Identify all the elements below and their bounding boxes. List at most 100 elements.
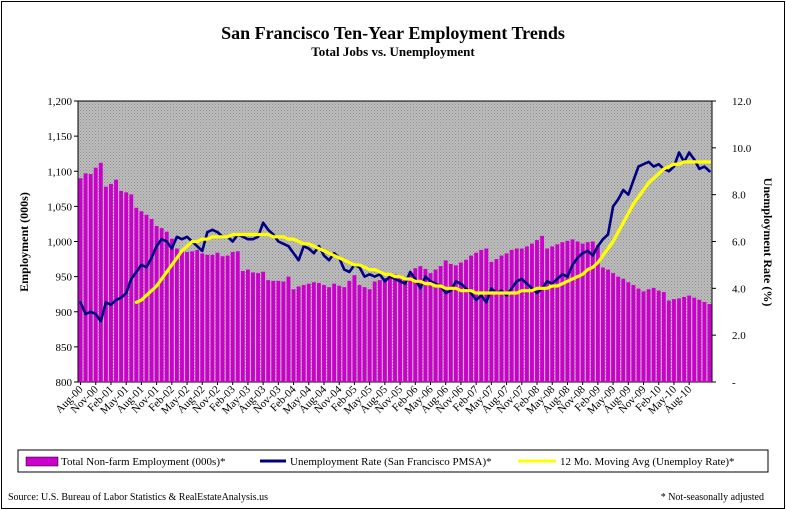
employment-bar xyxy=(626,282,631,382)
employment-bar xyxy=(616,276,621,383)
adjustment-note: * Not-seasonally adjusted xyxy=(661,492,764,503)
employment-bar xyxy=(565,240,570,382)
employment-bar xyxy=(83,173,88,382)
y2-axis-label: Unemployment Rate (%) xyxy=(761,178,775,307)
employment-bar xyxy=(682,297,687,382)
employment-bar xyxy=(677,298,681,382)
employment-bar xyxy=(580,243,585,382)
employment-bar xyxy=(550,246,555,382)
employment-bar xyxy=(230,252,235,382)
employment-bar xyxy=(215,252,220,382)
employment-bar xyxy=(479,249,484,382)
employment-bar xyxy=(119,190,124,382)
right-tick-label: 12.0 xyxy=(732,96,752,108)
employment-bar xyxy=(687,295,692,382)
employment-bar xyxy=(154,226,159,382)
employment-bar xyxy=(601,267,605,382)
employment-bar xyxy=(377,280,382,382)
employment-bar xyxy=(169,238,174,382)
left-tick-label: 900 xyxy=(56,307,73,319)
employment-bar xyxy=(281,281,286,382)
employment-bar xyxy=(149,219,154,382)
employment-bar xyxy=(266,280,271,382)
right-tick-label: - xyxy=(732,377,736,389)
employment-bar xyxy=(261,271,266,382)
employment-bar xyxy=(357,285,362,382)
employment-bar xyxy=(286,276,291,383)
employment-bar xyxy=(185,252,189,382)
employment-bar xyxy=(88,174,93,382)
employment-bar xyxy=(190,251,195,382)
employment-bar xyxy=(464,259,468,382)
legend-label-moving-avg: 12 Mo. Moving Avg (Unemploy Rate)* xyxy=(560,456,735,468)
employment-bar xyxy=(316,282,321,382)
employment-bar xyxy=(560,242,565,382)
employment-bar xyxy=(276,280,281,382)
employment-bar xyxy=(692,297,697,382)
employment-bar xyxy=(139,211,144,382)
employment-bar xyxy=(129,194,134,382)
employment-bar xyxy=(134,207,139,382)
employment-bar xyxy=(606,269,610,382)
employment-bar xyxy=(474,252,479,382)
employment-bar xyxy=(509,249,514,382)
employment-bar xyxy=(672,299,676,382)
employment-bar xyxy=(306,283,311,382)
employment-bar xyxy=(124,192,129,382)
employment-bar xyxy=(291,289,296,382)
employment-bar xyxy=(109,183,113,382)
right-tick-label: 10.0 xyxy=(732,143,752,155)
employment-bar xyxy=(641,291,646,382)
employment-bar xyxy=(702,301,707,382)
employment-bar xyxy=(205,254,210,382)
employment-bar xyxy=(210,254,215,382)
employment-bar xyxy=(545,248,550,382)
employment-bar xyxy=(514,248,519,382)
employment-bar xyxy=(570,239,575,382)
left-tick-label: 1,050 xyxy=(47,201,72,213)
employment-bar xyxy=(423,268,428,382)
employment-bar xyxy=(590,241,595,382)
employment-bar xyxy=(114,179,118,382)
employment-bar xyxy=(656,290,661,382)
chart-title: San Francisco Ten-Year Employment Trends xyxy=(221,23,565,43)
employment-bar xyxy=(347,280,352,382)
employment-bar xyxy=(697,299,702,382)
employment-bar xyxy=(256,273,260,382)
employment-bar xyxy=(271,280,276,382)
employment-bar xyxy=(103,186,108,382)
employment-bar xyxy=(575,241,580,382)
employment-bar xyxy=(621,278,626,382)
legend-label-employment: Total Non-farm Employment (000s)* xyxy=(61,456,226,468)
employment-bar xyxy=(388,276,392,383)
employment-bar xyxy=(611,273,616,382)
employment-bar xyxy=(661,292,666,382)
legend-swatch-employment xyxy=(25,456,59,467)
employment-bar xyxy=(469,255,473,382)
legend-box xyxy=(17,449,769,473)
employment-bar xyxy=(372,281,377,382)
employment-bar xyxy=(453,265,458,382)
employment-bars xyxy=(78,162,712,383)
employment-bar xyxy=(327,287,331,382)
employment-bar xyxy=(93,167,98,382)
employment-bar xyxy=(433,269,438,382)
employment-bar xyxy=(332,283,337,382)
employment-bar xyxy=(159,228,164,382)
employment-bar xyxy=(524,246,529,382)
employment-bar xyxy=(459,262,463,382)
employment-bar xyxy=(651,287,656,382)
employment-bar xyxy=(144,214,149,382)
employment-bar xyxy=(428,273,433,382)
employment-bar xyxy=(342,287,347,382)
employment-bar xyxy=(484,248,489,382)
left-tick-label: 1,200 xyxy=(47,96,72,108)
employment-bar xyxy=(200,253,205,382)
left-tick-label: 850 xyxy=(56,342,73,354)
employment-bar xyxy=(489,261,494,382)
left-tick-label: 1,000 xyxy=(47,237,72,249)
employment-bar xyxy=(499,255,504,382)
moving-average-line xyxy=(134,160,712,304)
